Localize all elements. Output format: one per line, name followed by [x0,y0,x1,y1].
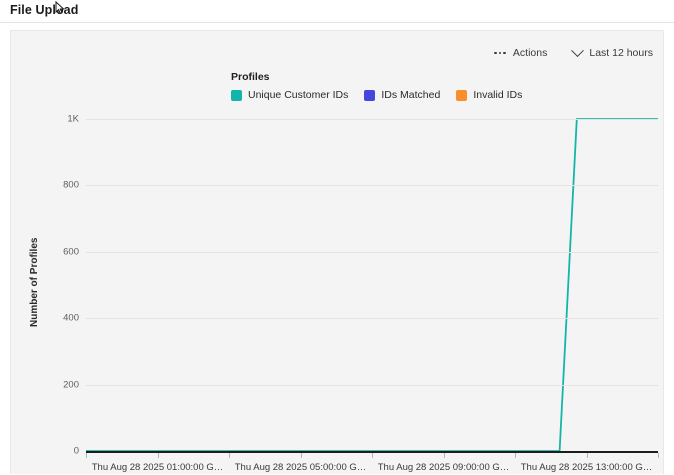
actions-button[interactable]: Actions [492,45,549,61]
x-axis-tick-label: Thu Aug 28 2025 09:00:00 G… [377,462,510,473]
legend-item[interactable]: Invalid IDs [456,89,522,101]
actions-button-label: Actions [512,47,548,59]
x-axis-line [86,451,658,453]
x-axis-tick [301,453,302,458]
legend-swatch-icon [364,89,376,101]
series-layer [86,118,658,452]
legend-item[interactable]: IDs Matched [364,89,440,101]
legend-item-label: IDs Matched [381,89,441,101]
card-toolbar: Actions Last 12 hours [492,43,655,61]
more-horizontal-icon [494,51,506,55]
legend-item-label: Unique Customer IDs [248,89,349,101]
series-line [86,118,658,452]
grid-line [86,119,658,120]
plot-area: Number of Profiles 0 200 400 600 800 1K Thu Au… [11,31,665,475]
y-axis-tick-label: 600 [63,246,79,258]
time-range-selector[interactable]: Last 12 hours [571,43,655,61]
chart-legend: Profiles Unique Customer IDs IDs Matched I… [231,71,522,101]
legend-swatch-icon [231,89,242,101]
x-axis-tick [587,453,588,458]
x-axis-tick [229,453,230,458]
x-axis-tick-label: Thu Aug 28 2025 01:00:00 G… [91,462,224,473]
grid-line [86,185,658,186]
legend-items: Unique Customer IDs IDs Matched Invalid ID… [231,89,522,101]
chart-card: Actions Last 12 hours Profiles Unique Cu… [10,30,664,474]
legend-item[interactable]: Unique Customer IDs [231,89,348,101]
x-axis-tick [515,453,516,458]
header-divider [0,22,674,23]
grid-line [86,318,658,319]
legend-swatch-icon [456,89,468,101]
legend-title: Profiles [231,71,270,83]
legend-item-label: Invalid IDs [473,89,523,101]
x-axis-tick [444,453,445,458]
x-axis-tick [86,453,87,458]
y-axis-tick-label: 400 [63,312,79,324]
x-axis-tick [158,453,159,458]
grid-line [86,385,658,386]
y-axis-tick-label: 200 [63,379,79,391]
x-axis-tick-label: Thu Aug 28 2025 05:00:00 G… [234,462,367,473]
x-axis-tick [372,453,373,458]
y-axis-tick-label: 1K [67,113,79,125]
y-axis-tick-label: 0 [73,445,79,457]
x-axis-tick [658,453,659,458]
page-title: File Upload [10,3,79,17]
y-axis-tick-label: 800 [63,179,79,191]
grid-line [86,252,658,253]
time-range-label: Last 12 hours [589,47,653,59]
x-axis-tick-label: Thu Aug 28 2025 13:00:00 G… [520,462,653,473]
